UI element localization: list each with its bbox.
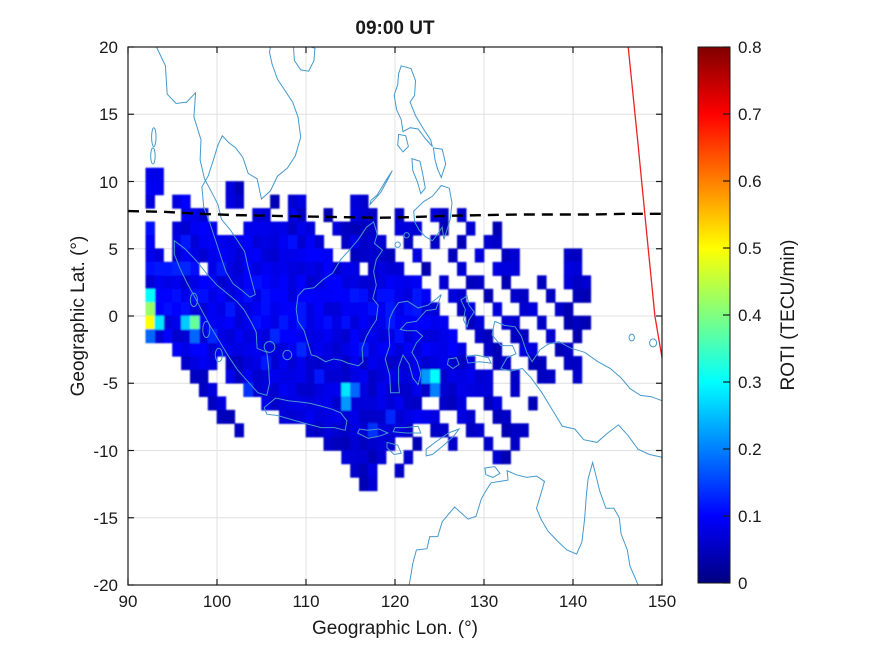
colorbar-tick-label: 0.2 — [738, 440, 762, 459]
small-island — [214, 347, 223, 363]
small-island — [263, 341, 276, 353]
plot-title: 09:00 UT — [355, 18, 435, 39]
y-tick-label: 5 — [108, 239, 118, 259]
x-tick-label: 140 — [558, 592, 588, 611]
coastline-hainan — [293, 46, 316, 72]
small-island — [394, 241, 401, 248]
terminator-line — [627, 46, 663, 358]
colorbar-label: ROTI (TECU/min) — [778, 239, 799, 391]
y-tick-label: 20 — [99, 38, 118, 57]
y-tick-label: -20 — [93, 576, 118, 595]
small-island — [282, 349, 293, 361]
small-island — [403, 232, 410, 239]
y-tick-label: -10 — [93, 441, 118, 461]
roti-cells — [145, 167, 592, 492]
small-island — [151, 127, 157, 148]
coastline-melville-island — [484, 466, 501, 478]
colorbar-tick-label: 0.4 — [738, 306, 762, 325]
colorbar-tick-label: 0.8 — [738, 38, 762, 57]
coastline-panay-negros — [411, 157, 426, 195]
colorbar-tick-label: 0.3 — [738, 373, 762, 392]
coastline-lombok-sumbawa — [356, 428, 390, 439]
coastline-new-guinea-north-coast — [494, 320, 663, 402]
x-axis-label: Geographic Lon. (°) — [311, 618, 479, 639]
x-tick-label: 130 — [469, 592, 499, 611]
colorbar-tick-label: 0.5 — [738, 239, 762, 258]
x-tick-label: 150 — [647, 592, 677, 611]
small-island — [649, 338, 658, 348]
small-island — [150, 147, 156, 165]
small-island — [189, 292, 198, 308]
coastline-palawan — [369, 170, 393, 207]
coastline-sulawesi — [384, 294, 442, 394]
axis-ticks — [127, 46, 663, 586]
coastline-australia-north-coast — [408, 460, 639, 586]
coastline-mainland-southeast-asia — [156, 46, 302, 298]
colorbar-ticks — [723, 46, 730, 584]
coastline-new-guinea-south-coast — [491, 321, 663, 458]
coastline-luzon — [393, 65, 433, 147]
x-tick-label: 120 — [380, 592, 410, 611]
coastline-timor — [425, 427, 461, 457]
x-tick-label: 110 — [292, 592, 320, 611]
colorbar-tick-label: 0.1 — [738, 507, 762, 526]
colorbar-tick-label: 0.7 — [738, 105, 762, 124]
colorbar-tick-label: 0 — [738, 574, 748, 593]
coastline-halmahera — [460, 294, 475, 329]
small-island — [202, 320, 211, 339]
coastline-java — [263, 397, 348, 431]
coastline-mindanao — [413, 184, 453, 242]
coastline-sumba — [386, 441, 402, 456]
coastlines — [150, 46, 663, 586]
y-tick-label: 10 — [99, 172, 118, 192]
coastline-borneo — [295, 220, 384, 367]
colorbar-tick-label: 0.6 — [738, 172, 762, 191]
coastline-buru — [446, 357, 460, 370]
y-tick-label: -15 — [93, 508, 118, 528]
small-island — [628, 333, 635, 342]
coastline-mindoro — [397, 133, 409, 153]
coastline-flores — [392, 425, 422, 434]
coastline-samar-leyte — [432, 147, 447, 179]
y-tick-label: -5 — [102, 374, 118, 394]
x-tick-label: 90 — [118, 592, 138, 611]
coastline-seram — [465, 354, 492, 364]
x-tick-label: 100 — [202, 592, 232, 611]
y-tick-label: 15 — [99, 105, 118, 125]
y-tick-label: 0 — [108, 307, 118, 326]
